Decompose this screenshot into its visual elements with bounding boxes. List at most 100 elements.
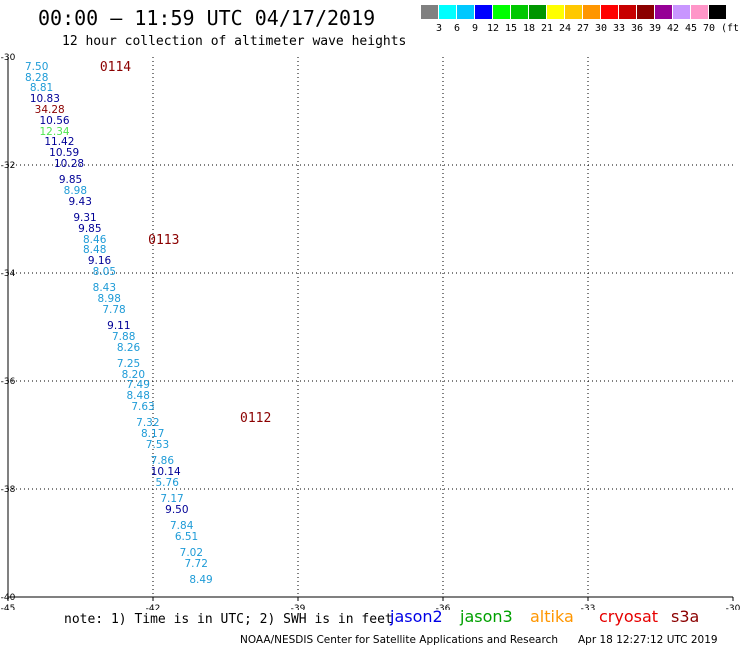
wave-height-value: 7.84 <box>170 519 194 532</box>
scale-swatch <box>673 5 691 19</box>
wave-height-value: 7.32 <box>136 417 160 430</box>
scale-swatch <box>565 5 583 19</box>
pass-time-label: 0113 <box>148 232 180 248</box>
x-tick-label: -39 <box>291 604 306 610</box>
scale-label: 3 <box>435 23 443 34</box>
y-tick-label: -40 <box>1 593 16 603</box>
pass-time-label: 0114 <box>99 59 132 75</box>
scale-label: 6 <box>453 23 461 34</box>
scale-swatch <box>583 5 601 19</box>
legend-s3a: s3a <box>671 607 700 626</box>
generation-timestamp: Apr 18 12:27:12 UTC 2019 <box>578 634 718 646</box>
scale-label: 24 <box>558 23 572 34</box>
wave-height-value: 11.42 <box>44 136 75 149</box>
wave-height-value: 7.49 <box>126 379 150 392</box>
wave-height-value: 6.51 <box>174 530 199 543</box>
scale-swatch <box>601 5 619 19</box>
scale-swatch <box>709 5 727 19</box>
y-tick-label: -30 <box>1 53 16 63</box>
map-plot-area: -45 -42 -39 -36 -33 -30 -30 -32 -34 -36 -38 -40 <box>1 53 740 610</box>
credit-line: NOAA/NESDIS Center for Satellite Applica… <box>240 634 558 646</box>
scale-label: 45 <box>684 23 698 34</box>
wave-height-value: 8.20 <box>121 368 146 381</box>
wave-height-value: 8.43 <box>92 282 117 295</box>
wave-height-value: 7.53 <box>145 438 170 451</box>
scale-swatch <box>691 5 709 19</box>
scale-label: 70 <box>702 23 716 34</box>
scale-label: 9 <box>471 23 479 34</box>
wave-height-value: 10.83 <box>29 93 60 106</box>
wave-height-value: 10.14 <box>150 465 181 478</box>
scale-label: 36 <box>630 23 644 34</box>
scale-swatch <box>619 5 637 19</box>
footer-note: note: 1) Time is in UTC; 2) SWH is in fe… <box>64 612 393 627</box>
x-tick-label: -30 <box>726 604 740 610</box>
wave-height-value: 34.28 <box>34 104 65 116</box>
wave-height-value: 7.17 <box>160 492 184 505</box>
wave-height-value: 8.26 <box>116 341 141 354</box>
wave-height-value: 9.85 <box>58 174 83 187</box>
wave-height-value: 9.85 <box>78 222 102 235</box>
legend-cryosat: cryosat <box>599 607 659 626</box>
wave-height-value: 8.46 <box>83 233 107 246</box>
scale-label: 15 <box>504 23 518 34</box>
x-tick-label: -45 <box>1 604 16 610</box>
scale-swatch <box>439 5 457 19</box>
wave-height-value: 9.31 <box>73 212 97 224</box>
scale-swatch <box>421 5 439 19</box>
scale-label: 12 <box>486 23 500 34</box>
wave-height-value: 9.43 <box>68 195 92 208</box>
scale-swatch <box>637 5 655 19</box>
wave-height-value: 7.63 <box>131 401 155 413</box>
y-tick-label: -38 <box>1 485 16 495</box>
y-tick-label: -36 <box>1 377 16 387</box>
wave-height-value: 7.02 <box>179 546 204 559</box>
legend-jason3: jason3 <box>460 607 513 626</box>
wave-height-value: 9.16 <box>87 255 112 268</box>
wave-height-value: 8.98 <box>97 293 121 305</box>
y-tick-label: -32 <box>1 161 16 171</box>
scale-swatch <box>511 5 529 19</box>
x-tick-label: -42 <box>146 604 161 610</box>
scale-swatch <box>655 5 673 19</box>
scale-label: 27 <box>576 23 590 34</box>
scale-label: 18 <box>522 23 536 34</box>
legend-altika: altika <box>530 607 574 626</box>
scale-label: 39 <box>648 23 662 34</box>
wave-height-value: 7.25 <box>116 357 141 370</box>
wave-height-value: 7.86 <box>150 455 175 467</box>
wave-height-value: 8.48 <box>83 244 107 257</box>
wave-height-value: 7.50 <box>25 60 49 73</box>
wave-height-value: 8.48 <box>126 390 150 403</box>
wave-height-value: 9.11 <box>107 320 131 332</box>
wave-height-value: 8.28 <box>25 71 49 84</box>
scale-swatch <box>457 5 475 19</box>
scale-swatch <box>493 5 511 19</box>
scale-swatch <box>475 5 493 19</box>
wave-height-value: 9.50 <box>165 503 189 516</box>
wave-height-value: 10.56 <box>39 114 70 127</box>
wave-height-value: 10.28 <box>54 158 85 170</box>
wave-height-value: 8.05 <box>92 266 117 278</box>
scale-label: 21 <box>540 23 554 34</box>
wave-height-value: 8.81 <box>29 82 54 95</box>
map-subtitle: 12 hour collection of altimeter wave hei… <box>62 34 407 49</box>
scale-label: 30 <box>594 23 608 34</box>
wave-height-value: 12.34 <box>39 125 70 138</box>
x-tick-label: -36 <box>436 604 451 610</box>
wave-height-value: 8.49 <box>189 573 213 586</box>
wave-height-value: 5.76 <box>155 476 179 489</box>
x-tick-label: -33 <box>581 604 596 610</box>
map-title: 00:00 – 11:59 UTC 04/17/2019 <box>38 6 376 30</box>
scale-swatch <box>529 5 547 19</box>
scale-label: 42 <box>666 23 680 34</box>
wave-height-value: 7.72 <box>184 557 208 570</box>
pass-time-label: 0112 <box>240 410 272 426</box>
scale-label: 33 <box>612 23 626 34</box>
wave-height-value: 7.88 <box>112 330 136 343</box>
legend-jason2: jason2 <box>390 607 443 626</box>
wave-height-value: 10.59 <box>49 147 80 160</box>
wave-height-value: 7.78 <box>102 303 126 316</box>
wave-height-value: 8.98 <box>63 185 88 197</box>
scale-unit: (ft) <box>720 23 740 34</box>
